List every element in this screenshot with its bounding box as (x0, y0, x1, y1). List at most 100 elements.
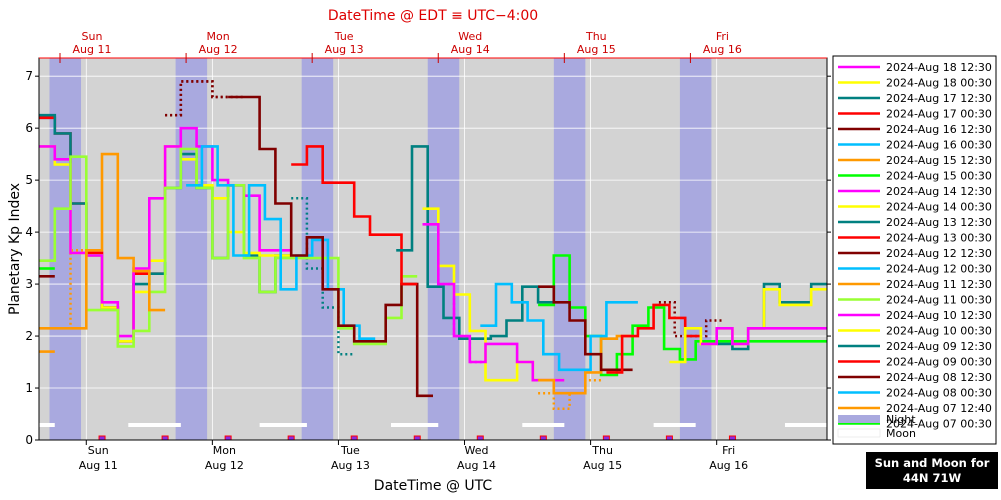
x-tick-date: Aug 14 (457, 459, 496, 472)
legend-label: 2024-Aug 10 00:30 (886, 325, 992, 338)
legend-swatch (838, 415, 880, 423)
legend-label: 2024-Aug 13 00:30 (886, 232, 992, 245)
legend-label: Moon (886, 427, 916, 440)
night-band (553, 58, 586, 440)
moon-bar (39, 423, 55, 427)
legend-label: 2024-Aug 14 00:30 (886, 201, 992, 214)
series-line (228, 95, 433, 398)
sun-marker (287, 435, 295, 440)
forecast-dotted-line (39, 249, 102, 330)
y-tick-label: 3 (25, 277, 33, 291)
legend: 2024-Aug 18 12:30 2024-Aug 18 00:30 2024-A… (832, 55, 997, 445)
legend-label: 2024-Aug 08 12:30 (886, 371, 992, 384)
top-tick-date: Aug 12 (199, 43, 238, 56)
top-tick-day: Fri (716, 30, 729, 43)
info-box-line1: Sun and Moon for (874, 456, 990, 470)
sun-marker (476, 435, 484, 440)
moon-bar (259, 423, 307, 427)
series-forecast-line (165, 80, 244, 117)
series-line (422, 223, 565, 382)
y-tick-label: 2 (25, 329, 33, 343)
legend-label: 2024-Aug 11 00:30 (886, 294, 992, 307)
x-tick-day: Fri (722, 444, 735, 457)
night-band (427, 58, 460, 440)
y-tick-label: 5 (25, 173, 33, 187)
y-axis-label: Planetary Kp Index (7, 183, 23, 315)
x-tick-date: Aug 16 (709, 459, 748, 472)
series-line (291, 145, 418, 286)
top-tick-day: Thu (585, 30, 607, 43)
moon-bar (522, 423, 565, 427)
series-line (186, 145, 376, 340)
legend-label: 2024-Aug 17 00:30 (886, 108, 992, 121)
sun-marker (539, 435, 547, 440)
top-tick-day: Wed (458, 30, 482, 43)
sun-marker (224, 435, 232, 440)
sun-marker (98, 435, 106, 440)
x-tick-date: Aug 15 (583, 459, 622, 472)
y-tick-label: 0 (25, 433, 33, 447)
series-line (700, 327, 827, 346)
legend-swatch (837, 428, 881, 438)
y-tick-label: 4 (25, 225, 33, 239)
legend-label: 2024-Aug 12 00:30 (886, 263, 992, 276)
legend-label: 2024-Aug 08 00:30 (886, 387, 992, 400)
legend-label: 2024-Aug 16 12:30 (886, 123, 992, 136)
sun-marker (350, 435, 358, 440)
legend-label: 2024-Aug 09 12:30 (886, 340, 992, 353)
legend-label: 2024-Aug 15 12:30 (886, 154, 992, 167)
y-tick-label: 1 (25, 381, 33, 395)
info-box-line2: 44N 71W (902, 471, 962, 485)
series-line (396, 145, 554, 340)
x-axis-label: DateTime @ UTC (374, 478, 493, 494)
legend-label: 2024-Aug 07 12:40 (886, 402, 992, 415)
legend-label: 2024-Aug 17 12:30 (886, 92, 992, 105)
x-tick-day: Sun (88, 444, 109, 457)
moon-bar (390, 423, 439, 427)
moon-bar (128, 423, 181, 427)
x-tick-day: Tue (340, 444, 360, 457)
sun-marker (665, 435, 673, 440)
sun-marker (161, 435, 169, 440)
legend-label: 2024-Aug 13 12:30 (886, 216, 992, 229)
sun-marker (728, 435, 736, 440)
series-line (606, 303, 701, 374)
legend-label: 2024-Aug 18 12:30 (886, 61, 992, 74)
moon-bar (653, 423, 696, 427)
legend-label: 2024-Aug 09 00:30 (886, 356, 992, 369)
legend-label: 2024-Aug 10 12:30 (886, 309, 992, 322)
sun-marker (413, 435, 421, 440)
legend-label: 2024-Aug 18 00:30 (886, 77, 992, 90)
series-line (538, 285, 633, 372)
y-tick-label: 7 (25, 69, 33, 83)
x-tick-date: Aug 11 (79, 459, 118, 472)
sun-marker (602, 435, 610, 440)
night-band (679, 58, 712, 440)
night-band (175, 58, 208, 440)
top-tick-day: Mon (206, 30, 229, 43)
legend-label: 2024-Aug 15 00:30 (886, 170, 992, 183)
legend-label: 2024-Aug 07 00:30 (886, 418, 992, 431)
top-tick-date: Aug 11 (73, 43, 112, 56)
series-line (39, 152, 166, 330)
top-tick-date: Aug 15 (577, 43, 616, 56)
legend-label: Night (886, 413, 916, 426)
plot-area (39, 58, 827, 440)
x-tick-date: Aug 12 (205, 459, 244, 472)
legend-frame (832, 55, 997, 445)
x-tick-day: Mon (213, 444, 236, 457)
x-tick-day: Wed (465, 444, 489, 457)
series-line (480, 282, 638, 372)
y-tick-label: 6 (25, 121, 33, 135)
sun-moon-info-box: Sun and Moon for 44N 71W (866, 452, 998, 489)
top-tick-date: Aug 13 (325, 43, 364, 56)
top-tick-day: Sun (82, 30, 103, 43)
chart-title: DateTime @ EDT ≡ UTC−4:00 (328, 8, 538, 24)
legend-label: 2024-Aug 12 12:30 (886, 247, 992, 260)
top-tick-date: Aug 16 (703, 43, 742, 56)
series-line (538, 334, 633, 395)
top-tick-day: Tue (334, 30, 354, 43)
x-tick-date: Aug 13 (331, 459, 370, 472)
